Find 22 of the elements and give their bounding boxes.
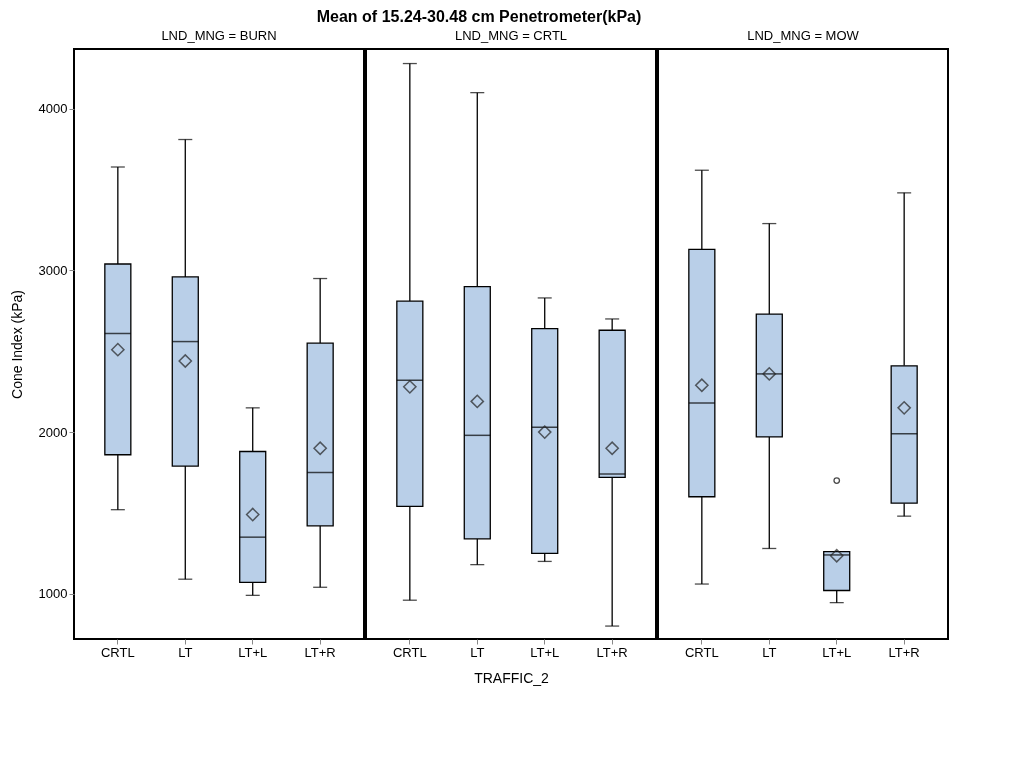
chart-subtitle: LND_MNG = MOW	[747, 28, 860, 43]
x-tick-label: LT+R	[304, 644, 336, 660]
chart-subtitle: LND_MNG = BURN	[161, 28, 277, 43]
x-tick-label: LT	[470, 644, 485, 660]
y-tick-label: 4000	[38, 101, 68, 117]
x-tick-label: CRTL	[392, 644, 427, 660]
chart-subtitle: LND_MNG = CRTL	[454, 28, 568, 43]
x-tick-label: LT	[762, 644, 777, 660]
chart-title: Mean of 15.24-30.48 cm Penetrometer(kPa)	[316, 8, 642, 25]
x-tick-label: LT+R	[596, 644, 628, 660]
x-tick-label: CRTL	[100, 644, 135, 660]
x-tick-label: LT+R	[888, 644, 920, 660]
x-tick-label: LT	[178, 644, 193, 660]
x-tick-label: LT+L	[822, 644, 852, 660]
x-tick-label: LT+L	[238, 644, 268, 660]
y-tick-label: 3000	[38, 262, 68, 278]
y-tick-label: 1000	[38, 586, 68, 602]
y-tick-label: 2000	[38, 424, 68, 440]
y-axis-title: Cone Index (kPa)	[8, 290, 25, 399]
x-tick-label: CRTL	[684, 644, 719, 660]
x-axis-title: TRAFFIC_2	[474, 669, 550, 686]
x-tick-label: LT+L	[530, 644, 560, 660]
